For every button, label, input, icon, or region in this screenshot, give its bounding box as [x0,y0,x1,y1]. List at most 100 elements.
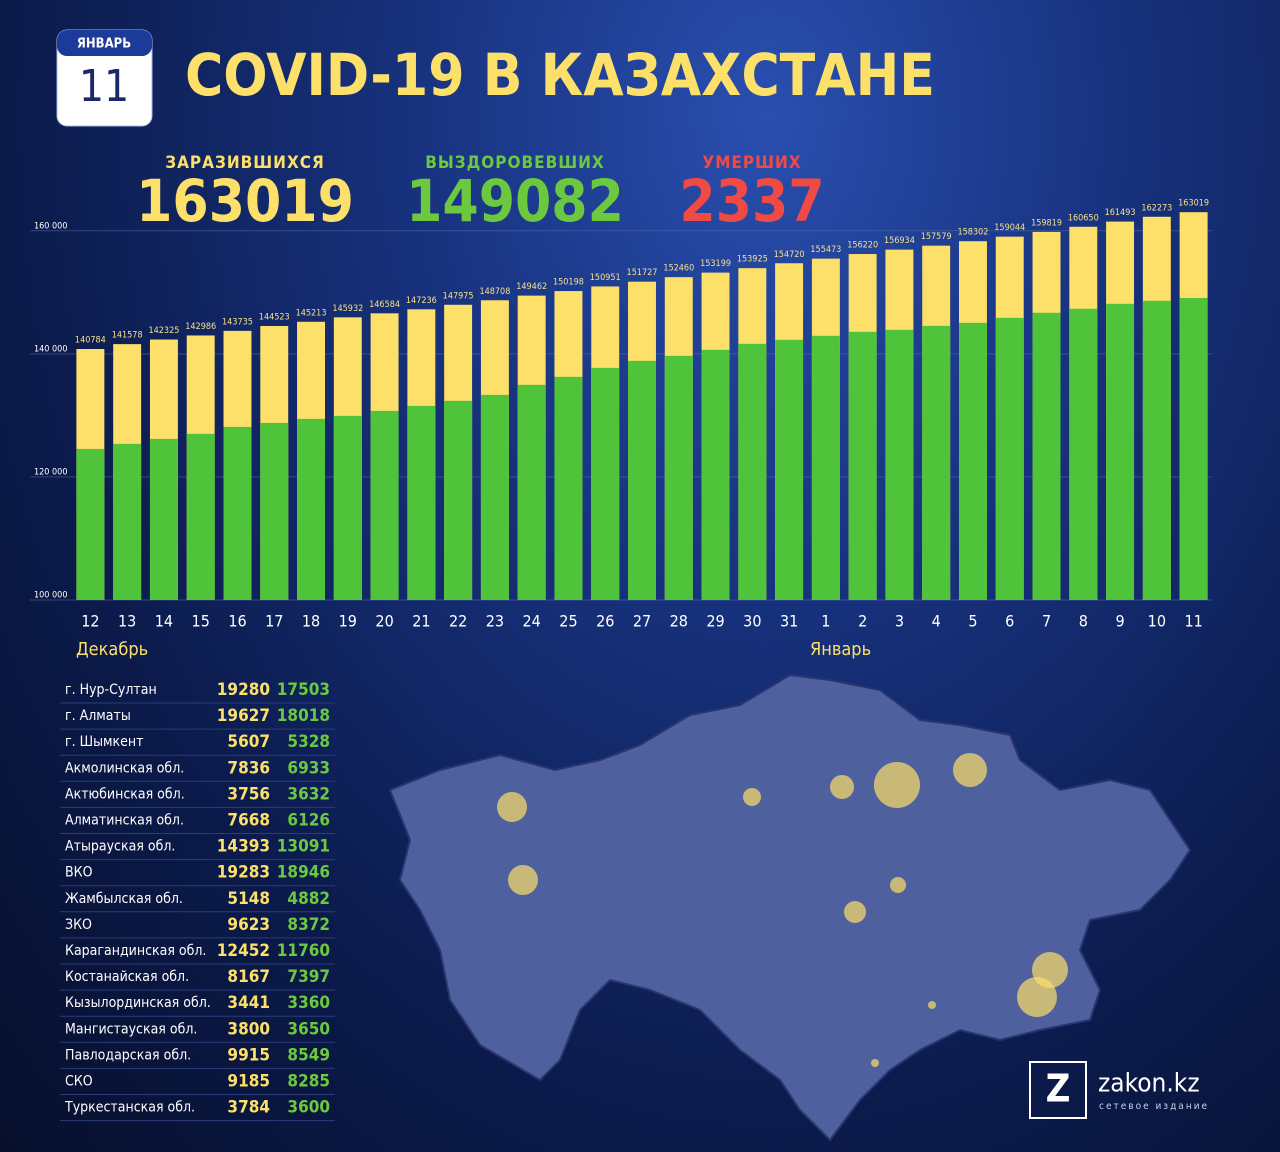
bar [628,360,656,600]
region-name: г. Шымкент [65,734,143,750]
month: ЯНВАРЬ [77,37,131,52]
bubble [874,762,920,808]
stat-label: ЗАРАЗИВШИХСЯ [165,153,325,173]
region-recovered: 18946 [277,863,330,883]
region-name: г. Алматы [65,708,131,724]
value-label: 147236 [406,296,437,306]
value-label: 142986 [185,322,216,332]
bar [1069,308,1098,600]
region-infected: 5607 [227,732,270,752]
bar [591,367,620,600]
x-tick-label: 17 [265,612,283,631]
x-tick-label: 29 [706,612,724,631]
region-recovered: 6933 [287,758,330,778]
x-tick-label: 14 [155,612,173,631]
region-infected: 9915 [227,1045,270,1065]
bar [113,443,142,600]
bar [1106,303,1135,600]
bubble [890,877,906,893]
region-infected: 7836 [227,758,270,778]
value-label: 159819 [1031,218,1062,228]
region-infected: 3800 [227,1019,270,1039]
x-tick-label: 3 [895,612,904,631]
region-recovered: 6126 [287,811,330,831]
value-label: 158302 [958,228,989,238]
region-name: Алматинская обл. [65,813,184,829]
region-recovered: 5328 [287,732,330,752]
bar [1179,297,1208,600]
region-recovered: 4882 [287,889,330,909]
logo-mark: Z [1046,1067,1071,1111]
bubble [1017,977,1057,1017]
x-tick-label: 30 [743,612,761,631]
region-name: Акмолинская обл. [65,760,184,776]
bar [554,376,583,600]
value-label: 162273 [1141,203,1172,213]
bubble [743,788,761,806]
x-tick-label: 2 [858,612,867,631]
value-label: 152460 [663,264,694,274]
bar [76,448,105,600]
value-label: 163019 [1178,199,1209,209]
value-label: 160650 [1068,213,1099,223]
region-recovered: 3650 [287,1019,330,1039]
region-recovered: 8549 [287,1045,330,1065]
bar [664,355,693,600]
y-tick-label: 100 000 [34,591,67,601]
value-label: 153199 [700,259,731,269]
calendar-top [57,30,152,56]
bubble [497,792,527,822]
title: COVID-19 В КАЗАХСТАНЕ [185,41,935,109]
bar [738,343,767,600]
region-name: ЗКО [65,917,92,933]
logo-tagline: сетевое издание [1099,1101,1209,1112]
bar [480,394,509,600]
bar [811,335,840,600]
region-recovered: 18018 [277,706,330,726]
region-name: Атырауская обл. [65,839,175,855]
value-label: 146584 [369,300,400,310]
value-label: 157579 [921,232,952,242]
region-name: Мангистауская обл. [65,1021,197,1037]
region-infected: 19280 [217,680,270,700]
region-name: Павлодарская обл. [65,1047,191,1063]
value-label: 148708 [479,287,510,297]
stat-label: ВЫЗДОРОВЕВШИХ [425,153,604,173]
bar [297,418,326,600]
bubble [953,753,987,787]
bar [370,410,399,600]
value-label: 140784 [75,336,106,346]
value-label: 161493 [1105,208,1136,218]
region-recovered: 11760 [277,941,330,961]
region-recovered: 3360 [287,993,330,1013]
day: 11 [79,61,129,112]
bubble [844,901,866,923]
value-label: 141578 [112,331,143,341]
x-tick-label: 4 [932,612,941,631]
x-tick-label: 27 [633,612,651,631]
value-label: 151727 [627,268,658,278]
bar [444,400,473,600]
value-label: 159044 [994,223,1025,233]
month-label: Январь [810,639,871,660]
x-tick-label: 15 [192,612,210,631]
x-tick-label: 12 [81,612,99,631]
bar [958,322,987,600]
value-label: 142325 [148,326,179,336]
x-tick-label: 24 [523,612,541,631]
x-tick-label: 8 [1079,612,1088,631]
bar [1032,312,1061,600]
x-tick-label: 23 [486,612,504,631]
x-tick-label: 5 [968,612,977,631]
bar [407,405,436,600]
x-tick-label: 9 [1115,612,1124,631]
value-label: 154720 [774,250,805,260]
value-label: 156220 [847,241,878,251]
bubble [830,775,854,799]
bar [186,433,215,600]
region-infected: 8167 [227,967,270,987]
region-recovered: 7397 [287,967,330,987]
x-tick-label: 6 [1005,612,1014,631]
